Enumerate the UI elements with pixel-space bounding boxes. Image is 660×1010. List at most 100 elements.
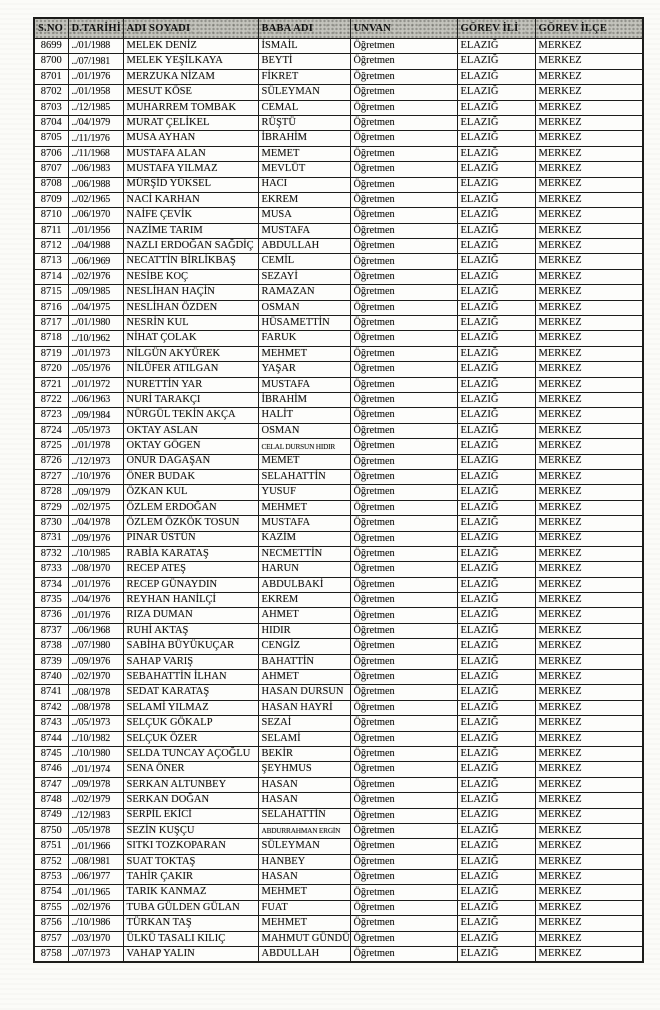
cell-d-tarihi: ../01/1973: [67, 345, 124, 363]
table-header: S.NO D.TARİHİ ADI SOYADI BABA ADI UNVAN GÖREV…: [33, 17, 644, 39]
cell-d-tarihi: ../02/1975: [67, 499, 124, 517]
cell-gorev-ili: ELAZIĞ: [456, 930, 536, 948]
cell-adi-soyadi: ÖZLEM ERDOĞAN: [122, 499, 259, 517]
cell-adi-soyadi: NİHAT ÇOLAK: [122, 330, 259, 347]
cell-gorev-ili: ELAZIĞ: [456, 84, 536, 101]
table-row: 8735 ../04/1976 REYHAN HANİLÇİ EKREM Öğretme…: [33, 592, 644, 609]
cell-adi-soyadi: SEBAHATTİN İLHAN: [122, 669, 259, 686]
cell-gorev-ili: ELAZIĞ: [456, 376, 536, 393]
cell-gorev-ilce: MERKEZ: [534, 284, 644, 301]
table-row: 8714 ../02/1976 NESİBE KOÇ SEZAYİ Öğretmen EL…: [33, 268, 644, 286]
cell-sno: 8725: [33, 438, 69, 455]
cell-gorev-ili: ELAZIĞ: [456, 822, 536, 840]
table-row: 8743 ../05/1973 SELÇUK GÖKALP SEZAİ Öğretmen…: [33, 715, 644, 732]
cell-gorev-ilce: MERKEZ: [534, 114, 644, 132]
cell-sno: 8750: [33, 822, 69, 840]
cell-baba-adi: HASAN: [257, 869, 351, 886]
cell-baba-adi: OSMAN: [257, 299, 351, 317]
cell-adi-soyadi: TAHİR ÇAKIR: [122, 869, 259, 886]
table-row: 8755 ../02/1976 TUBA GÜLDEN GÜLAN FUAT Öğret…: [33, 899, 644, 917]
cell-baba-adi: HACI: [257, 176, 351, 193]
cell-gorev-ili: ELAZIĞ: [456, 238, 536, 255]
cell-gorev-ilce: MERKEZ: [534, 422, 644, 440]
table-row: 8718 ../10/1962 NİHAT ÇOLAK FARUK Öğretmen EL…: [33, 330, 644, 347]
cell-d-tarihi: ../09/1984: [67, 407, 124, 424]
cell-unvan: Öğretmen: [349, 284, 458, 301]
column-header-d-tarihi: D.TARİHİ: [67, 17, 124, 39]
cell-gorev-ili: ELAZIĞ: [456, 530, 536, 547]
cell-baba-adi: AHMET: [257, 669, 351, 686]
cell-adi-soyadi: NAZİME TARIM: [122, 222, 259, 240]
cell-gorev-ili: ELAZIĞ: [456, 161, 536, 178]
cell-sno: 8756: [33, 915, 69, 932]
column-header-gorev-ilce: GÖREV İLÇE: [534, 17, 644, 39]
cell-unvan: Öğretmen: [349, 853, 458, 871]
cell-sno: 8753: [33, 869, 69, 886]
cell-unvan: Öğretmen: [349, 422, 458, 440]
cell-sno: 8706: [33, 145, 69, 163]
cell-gorev-ilce: MERKEZ: [534, 391, 644, 409]
cell-baba-adi: KAZİM: [257, 530, 351, 547]
cell-baba-adi: SEZAYİ: [257, 268, 351, 286]
cell-gorev-ili: ELAZIĞ: [456, 730, 536, 747]
table-row: 8756 ../10/1986 TÜRKAN TAŞ MEHMET Öğretmen EL…: [33, 915, 644, 932]
cell-gorev-ili: ELAZIĞ: [456, 638, 536, 655]
cell-d-tarihi: ../01/1958: [67, 84, 124, 101]
cell-baba-adi: CELAL DURSUN HIDIR: [257, 438, 351, 455]
table-row: 8708 ../06/1988 MÜRŞİD YÜKSEL HACI Öğretmen E…: [33, 176, 644, 193]
cell-baba-adi: HASAN: [257, 776, 351, 794]
cell-gorev-ili: ELAZIĞ: [456, 422, 536, 440]
cell-d-tarihi: ../02/1976: [67, 268, 124, 286]
table-row: 8716 ../04/1975 NESLİHAN ÖZDEN OSMAN Öğretme…: [33, 299, 644, 317]
cell-d-tarihi: ../05/1976: [67, 361, 124, 378]
cell-adi-soyadi: OKTAY GÖGEN: [122, 438, 259, 455]
cell-gorev-ili: ELAZIĞ: [456, 869, 536, 886]
cell-gorev-ili: ELAZIĞ: [456, 315, 536, 332]
cell-sno: 8713: [33, 253, 69, 270]
cell-sno: 8717: [33, 315, 69, 332]
table-row: 8749 ../12/1983 SERPİL EKİCİ SELAHATTİN Öğre…: [33, 807, 644, 824]
cell-adi-soyadi: NİLGÜN AKYÜREK: [122, 345, 259, 363]
table-row: 8747 ../09/1978 SERKAN ALTUNBEY HASAN Öğretm…: [33, 776, 644, 794]
cell-unvan: Öğretmen: [349, 822, 458, 840]
cell-sno: 8742: [33, 699, 69, 717]
cell-d-tarihi: ../01/1956: [67, 222, 124, 240]
cell-baba-adi: MEHMET: [257, 915, 351, 932]
cell-baba-adi: MEHMET: [257, 884, 351, 901]
cell-baba-adi: HASAN HAYRİ: [257, 699, 351, 717]
cell-baba-adi: MEMET: [257, 145, 351, 163]
cell-unvan: Öğretmen: [349, 238, 458, 255]
cell-d-tarihi: ../01/1988: [67, 37, 124, 55]
cell-adi-soyadi: NESRİN KUL: [122, 315, 259, 332]
cell-baba-adi: MEVLÜT: [257, 161, 351, 178]
cell-adi-soyadi: NURİ TARAKÇI: [122, 391, 259, 409]
cell-gorev-ili: ELAZIĞ: [456, 99, 536, 116]
cell-gorev-ilce: MERKEZ: [534, 330, 644, 347]
table-row: 8745 ../10/1980 SELDA TUNCAY AÇOĞLU BEKİR Öğ…: [33, 745, 644, 763]
cell-adi-soyadi: MELEK YEŞİLKAYA: [122, 53, 259, 70]
cell-baba-adi: SEZAİ: [257, 715, 351, 732]
cell-baba-adi: MUSTAFA: [257, 222, 351, 240]
cell-gorev-ilce: MERKEZ: [534, 530, 644, 547]
table-row: 8732 ../10/1985 RABİA KARATAŞ NECMETTİN Öğre…: [33, 545, 644, 563]
cell-sno: 8749: [33, 807, 69, 824]
cell-gorev-ilce: MERKEZ: [534, 822, 644, 840]
cell-d-tarihi: ../06/1983: [67, 161, 124, 178]
cell-gorev-ili: ELAZIĞ: [456, 222, 536, 240]
cell-baba-adi: CEMİL: [257, 253, 351, 270]
cell-d-tarihi: ../01/1974: [67, 761, 124, 778]
table-row: 8719 ../01/1973 NİLGÜN AKYÜREK MEHMET Öğretm…: [33, 345, 644, 363]
cell-gorev-ilce: MERKEZ: [534, 222, 644, 240]
cell-gorev-ilce: MERKEZ: [534, 946, 644, 963]
cell-baba-adi: SÜLEYMAN: [257, 838, 351, 855]
cell-adi-soyadi: MÜRŞİD YÜKSEL: [122, 176, 259, 193]
cell-adi-soyadi: NESLİHAN ÖZDEN: [122, 299, 259, 317]
table-row: 8753 ../06/1977 TAHİR ÇAKIR HASAN Öğretmen EL…: [33, 869, 644, 886]
cell-d-tarihi: ../01/1976: [67, 607, 124, 624]
cell-gorev-ili: ELAZIĞ: [456, 792, 536, 809]
table-row: 8699 ../01/1988 MELEK DENİZ İSMAİL Öğretmen E…: [33, 37, 644, 55]
cell-sno: 8714: [33, 268, 69, 286]
table-row: 8740 ../02/1970 SEBAHATTİN İLHAN AHMET Öğret…: [33, 669, 644, 686]
cell-sno: 8745: [33, 745, 69, 763]
table-row: 8734 ../01/1976 RECEP GÜNAYDIN ABDULBAKİ Öğr…: [33, 576, 644, 594]
